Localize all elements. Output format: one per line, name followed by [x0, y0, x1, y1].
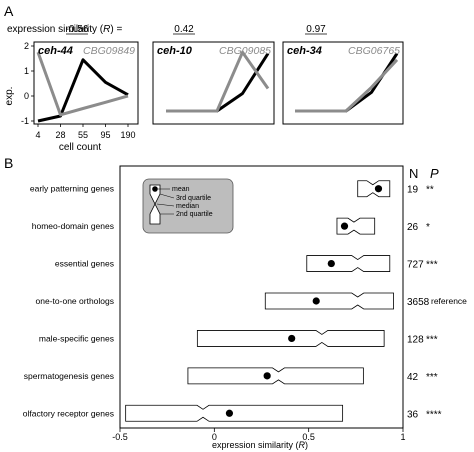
box-row: one-to-one orthologs 3658 reference	[36, 292, 467, 310]
x-tick-label: 0.5	[302, 432, 315, 442]
x-tick-label: 95	[100, 130, 110, 140]
panel-a-y-label: exp.	[4, 87, 15, 106]
ortholog-name: CBG09085	[219, 45, 271, 57]
n-value: 42	[407, 372, 419, 383]
category-label: male-specific genes	[39, 333, 114, 343]
p-value: *	[426, 222, 430, 233]
y-tick-label: -1	[21, 116, 29, 126]
category-label: one-to-one orthologs	[36, 296, 114, 306]
panel-a-letter: A	[4, 3, 14, 19]
n-value: 19	[407, 185, 419, 196]
expression-plot-ceh-44: ceh-44 CBG09849 -1 0 1 2 4 28 55 95 190	[21, 41, 139, 140]
gene-name: ceh-34	[287, 45, 322, 57]
category-label: spermatogenesis genes	[24, 371, 114, 381]
legend-background	[142, 178, 234, 234]
gene-name: ceh-44	[38, 45, 73, 57]
box-row: early patterning genes 19 **	[30, 180, 434, 198]
x-tick-label: 55	[78, 130, 88, 140]
y-tick-label: 2	[24, 41, 29, 51]
p-value: ****	[426, 409, 442, 420]
n-value: 727	[407, 260, 424, 271]
x-tick-label: 0	[212, 432, 217, 442]
notched-box	[306, 255, 391, 272]
similarity-value: -0.56	[66, 24, 89, 35]
x-tick-label: 190	[120, 130, 135, 140]
panel-b-x-label: expression similarity (R)	[212, 440, 308, 450]
c-briggsae-series-line	[295, 58, 399, 113]
notched-box	[357, 180, 391, 198]
legend-mean-dot	[152, 186, 158, 192]
category-label: homeo-domain genes	[32, 221, 114, 231]
notched-box	[336, 217, 376, 235]
col-n-header: N	[409, 166, 418, 181]
c-briggsae-series-line	[166, 50, 270, 113]
p-value: ***	[426, 260, 438, 271]
p-value: reference	[431, 296, 467, 306]
legend-q2-label: 2nd quartile	[176, 211, 213, 218]
c-elegans-series-line	[37, 58, 129, 123]
ortholog-name: CBG06765	[348, 45, 400, 57]
mean-dot	[340, 222, 349, 230]
mean-dot	[374, 185, 383, 193]
box-row: male-specific genes 128 ***	[39, 330, 438, 347]
category-label: essential genes	[55, 259, 114, 269]
n-value: 36	[407, 409, 419, 420]
plot-frame	[33, 41, 139, 125]
c-briggsae-series-line	[36, 51, 129, 117]
expression-plot-ceh-10: ceh-10 CBG09085	[152, 41, 275, 125]
box-row: spermatogenesis genes 42 ***	[24, 367, 438, 385]
ortholog-name: CBG09849	[83, 45, 135, 57]
col-p-header: P	[430, 166, 439, 181]
plot-frame	[119, 165, 404, 429]
mean-dot	[327, 259, 335, 268]
legend-q3-label: 3rd quartile	[176, 195, 211, 202]
p-value: ***	[426, 372, 438, 383]
box-row: homeo-domain genes 26 *	[32, 217, 430, 235]
notched-box	[125, 404, 344, 422]
x-tick-label: -0.5	[112, 432, 128, 442]
category-label: olfactory receptor genes	[23, 408, 114, 418]
panel-a-x-label: cell count	[59, 142, 101, 153]
similarity-label: expression similarity (R) =	[7, 24, 122, 35]
panel-a-plots: ceh-44 CBG09849 -1 0 1 2 4 28 55 95 190 -0.56 ceh-10…	[21, 24, 404, 140]
box-row: olfactory receptor genes 36 ****	[23, 404, 442, 422]
n-value: 3658	[407, 297, 430, 308]
panel-b-boxplot: -0.5 0 0.5 1 early patterning genes 19 ** homeo…	[23, 165, 467, 442]
p-value: ***	[426, 334, 438, 345]
panel-b-letter: B	[4, 155, 13, 171]
x-tick-label: 28	[55, 130, 65, 140]
gene-name: ceh-10	[157, 45, 193, 57]
x-tick-label: 4	[35, 130, 40, 140]
legend-box-glyph	[149, 184, 161, 225]
box-row: essential genes 727 ***	[55, 255, 438, 272]
legend-pointer-q3	[159, 193, 175, 199]
notched-box	[187, 367, 364, 385]
n-value: 128	[407, 334, 424, 345]
category-label: early patterning genes	[30, 184, 114, 194]
legend-median-label: median	[176, 203, 199, 210]
mean-dot	[312, 297, 320, 305]
legend-mean-label: mean	[172, 186, 190, 193]
y-tick-label: 0	[24, 91, 29, 101]
y-tick-label: 1	[24, 66, 29, 76]
box-legend: mean 3rd quartile median 2nd quartile	[142, 178, 234, 234]
mean-dot	[225, 409, 234, 417]
similarity-value: 0.97	[306, 24, 326, 35]
mean-dot	[288, 334, 296, 343]
p-value: **	[426, 185, 434, 196]
legend-pointer-median	[156, 203, 175, 207]
mean-dot	[263, 372, 271, 380]
notched-box	[264, 292, 394, 310]
n-value: 26	[407, 222, 419, 233]
expression-plot-ceh-34: ceh-34 CBG06765	[282, 41, 404, 125]
x-tick-label: 1	[400, 432, 405, 442]
similarity-value: 0.42	[174, 24, 194, 35]
